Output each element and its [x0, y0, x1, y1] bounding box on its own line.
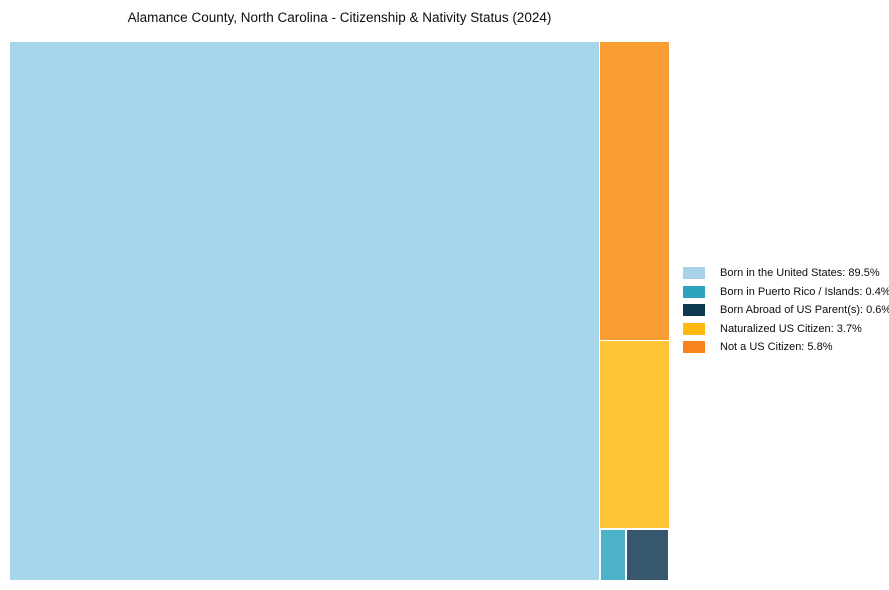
treemap-tile-born-in-puerto-rico-islands — [601, 530, 625, 580]
chart-legend: Born in the United States: 89.5% Born in… — [683, 267, 889, 353]
legend-swatch-icon — [683, 285, 705, 298]
legend-label: Born in the United States: 89.5% — [720, 267, 880, 279]
legend-label: Not a US Citizen: 5.8% — [720, 341, 833, 353]
legend-row-born-in-united-states: Born in the United States: 89.5% — [683, 267, 889, 279]
legend-row-naturalized-us-citizen: Naturalized US Citizen: 3.7% — [683, 322, 889, 335]
legend-label: Naturalized US Citizen: 3.7% — [720, 322, 862, 335]
treemap-tile-born-in-united-states — [10, 42, 599, 580]
legend-label: Born in Puerto Rico / Islands: 0.4% — [720, 285, 889, 298]
legend-row-born-abroad-of-us-parents: Born Abroad of US Parent(s): 0.6% — [683, 304, 889, 316]
treemap-tile-naturalized-us-citizen — [600, 341, 669, 528]
legend-swatch-icon — [683, 341, 705, 353]
legend-swatch-icon — [683, 304, 705, 316]
legend-swatch-icon — [683, 267, 705, 279]
legend-swatch-icon — [683, 322, 705, 335]
legend-label: Born Abroad of US Parent(s): 0.6% — [720, 304, 889, 316]
chart-title: Alamance County, North Carolina - Citize… — [127, 10, 552, 25]
treemap-tile-born-abroad-of-us-parents — [627, 530, 668, 580]
legend-row-not-a-us-citizen: Not a US Citizen: 5.8% — [683, 341, 889, 353]
treemap-tile-not-a-us-citizen — [600, 42, 669, 340]
legend-row-born-in-puerto-rico-islands: Born in Puerto Rico / Islands: 0.4% — [683, 285, 889, 298]
